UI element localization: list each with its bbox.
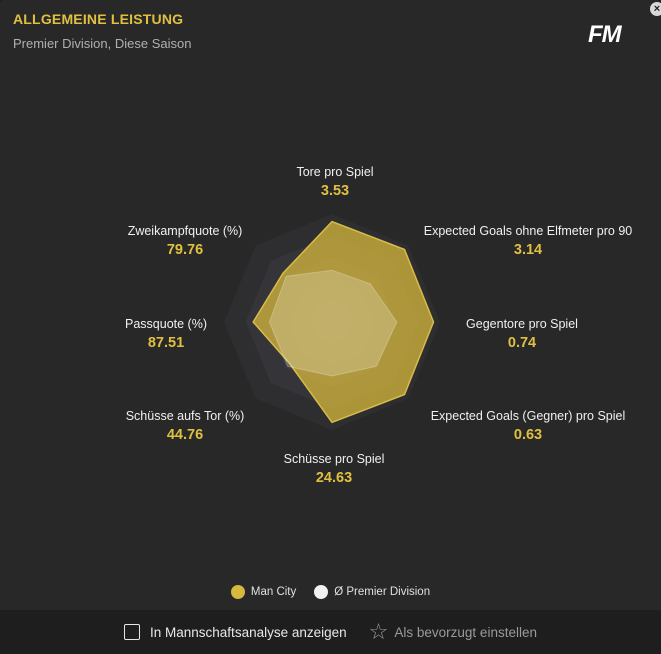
legend-item-average: Ø Premier Division — [314, 585, 430, 599]
average-polygon — [268, 269, 398, 377]
panel-title: ALLGEMEINE LEISTUNG — [13, 11, 184, 27]
radar-polygons — [252, 220, 435, 424]
axis-value: 3.14 — [514, 242, 542, 258]
axis-label: Schüsse aufs Tor (%) — [126, 409, 245, 423]
axis-value: 24.63 — [316, 470, 352, 486]
radar-chart: Tore pro Spiel 3.53 Expected Goals ohne El… — [125, 165, 632, 486]
axis-label: Passquote (%) — [125, 317, 207, 331]
checkbox-box[interactable] — [124, 624, 141, 640]
close-icon[interactable]: × — [650, 2, 661, 16]
panel-subtitle: Premier Division, Diese Saison — [13, 36, 192, 51]
legend-average-label: Ø Premier Division — [334, 586, 431, 598]
axis-value: 0.63 — [514, 427, 542, 443]
star-icon: ☆ — [368, 619, 389, 644]
set-as-favorite-button[interactable]: ☆ Als bevorzugt einstellen — [369, 621, 537, 643]
legend-item-team: Man City — [230, 585, 297, 599]
axis-value: 79.76 — [167, 242, 203, 258]
radar-labels: Tore pro Spiel 3.53 Expected Goals ohne El… — [125, 165, 632, 486]
axis-value: 0.74 — [508, 335, 536, 351]
checkbox-label: In Mannschaftsanalyse anzeigen — [150, 624, 347, 640]
legend-average-dot — [314, 585, 329, 599]
chart-legend: Man City Ø Premier Division — [0, 585, 661, 599]
axis-value: 3.53 — [321, 183, 349, 199]
axis-label: Gegentore pro Spiel — [466, 317, 578, 331]
axis-value: 87.51 — [148, 335, 184, 351]
axis-label: Schüsse pro Spiel — [284, 452, 385, 466]
performance-panel: ALLGEMEINE LEISTUNG Premier Division, Di… — [0, 11, 661, 599]
show-in-team-analysis-checkbox[interactable]: In Mannschaftsanalyse anzeigen — [124, 624, 347, 640]
footer-bar: In Mannschaftsanalyse anzeigen ☆ Als bev… — [0, 610, 661, 654]
fm-logo: FM — [588, 21, 622, 48]
axis-label: Tore pro Spiel — [296, 165, 373, 179]
team-polygon — [252, 220, 435, 424]
axis-label: Expected Goals ohne Elfmeter pro 90 — [424, 224, 633, 238]
axis-value: 44.76 — [167, 427, 203, 443]
favorite-label: Als bevorzugt einstellen — [394, 624, 537, 640]
legend-team-label: Man City — [250, 586, 297, 598]
axis-label: Zweikampfquote (%) — [128, 224, 243, 238]
axis-label: Expected Goals (Gegner) pro Spiel — [431, 409, 626, 423]
legend-team-dot — [230, 585, 245, 599]
